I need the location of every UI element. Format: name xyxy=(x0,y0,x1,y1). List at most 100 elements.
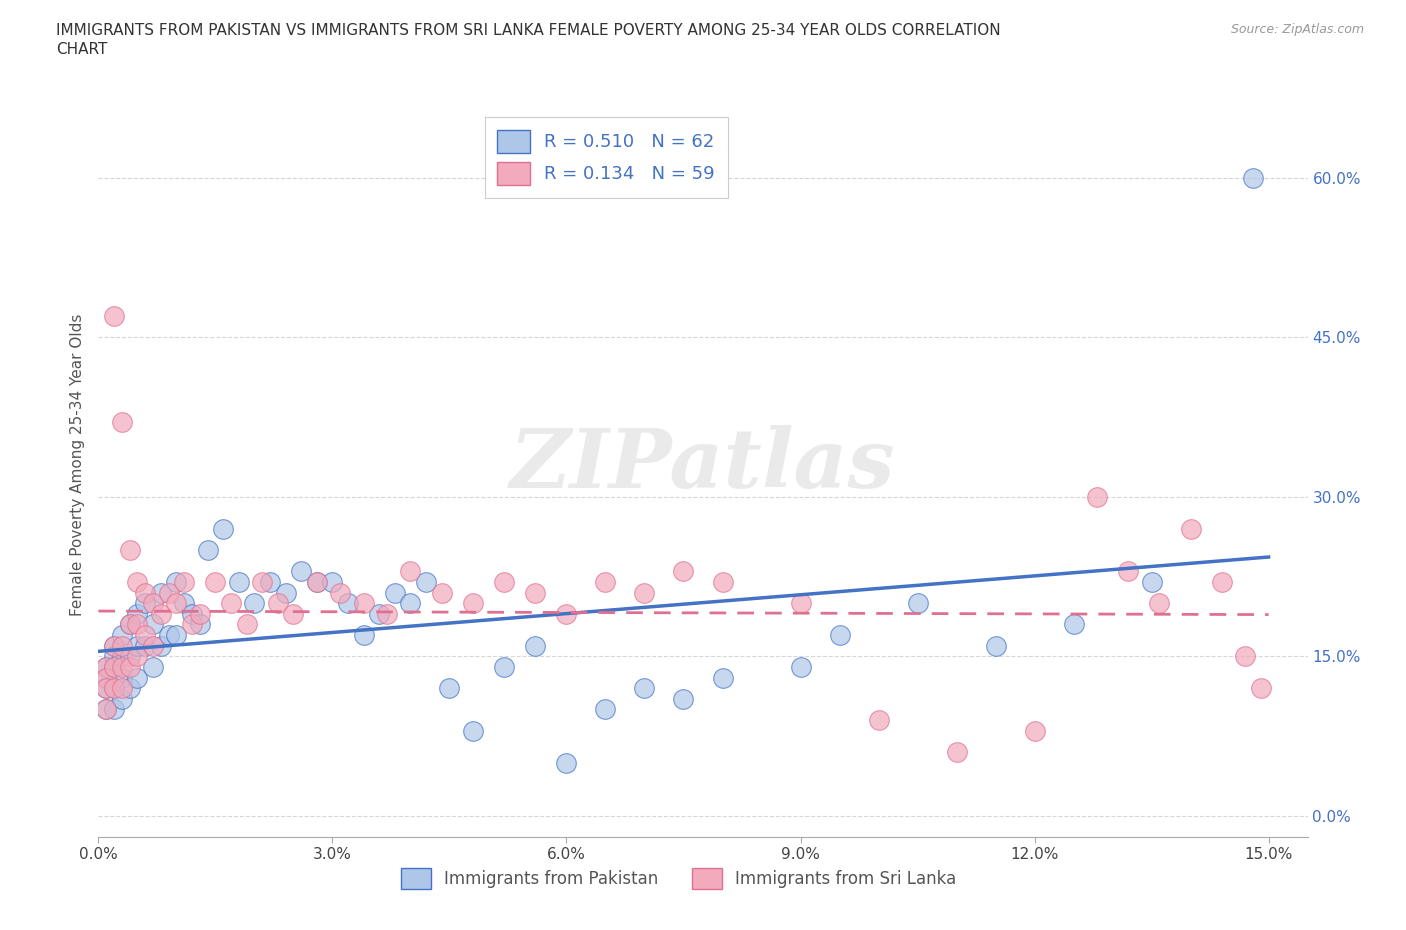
Point xyxy=(118,617,141,631)
Point xyxy=(633,585,655,600)
Point xyxy=(672,564,695,578)
Point xyxy=(399,596,422,611)
Point xyxy=(711,671,734,685)
Point xyxy=(188,606,211,621)
Point xyxy=(197,542,219,557)
Point xyxy=(103,681,125,696)
Point xyxy=(181,617,204,631)
Point xyxy=(305,575,328,590)
Point xyxy=(103,638,125,653)
Point xyxy=(868,712,890,727)
Point xyxy=(142,659,165,674)
Point xyxy=(384,585,406,600)
Point xyxy=(259,575,281,590)
Point xyxy=(165,628,187,643)
Point xyxy=(337,596,360,611)
Point xyxy=(321,575,343,590)
Point xyxy=(595,702,617,717)
Point xyxy=(1149,596,1171,611)
Point xyxy=(984,638,1007,653)
Point xyxy=(103,681,125,696)
Point xyxy=(111,649,134,664)
Point xyxy=(173,596,195,611)
Text: CHART: CHART xyxy=(56,42,108,57)
Point xyxy=(1241,170,1264,185)
Text: ZIPatlas: ZIPatlas xyxy=(510,425,896,505)
Point xyxy=(228,575,250,590)
Point xyxy=(142,638,165,653)
Point xyxy=(375,606,398,621)
Point xyxy=(111,638,134,653)
Point xyxy=(555,606,578,621)
Point xyxy=(149,638,172,653)
Point xyxy=(555,755,578,770)
Point xyxy=(1116,564,1139,578)
Legend: Immigrants from Pakistan, Immigrants from Sri Lanka: Immigrants from Pakistan, Immigrants fro… xyxy=(395,861,963,896)
Point xyxy=(118,659,141,674)
Point xyxy=(127,649,149,664)
Point xyxy=(305,575,328,590)
Point xyxy=(789,596,811,611)
Point xyxy=(290,564,312,578)
Point xyxy=(494,659,516,674)
Point xyxy=(103,659,125,674)
Point xyxy=(111,628,134,643)
Point xyxy=(149,585,172,600)
Point xyxy=(96,671,118,685)
Point xyxy=(633,681,655,696)
Point xyxy=(134,585,156,600)
Point xyxy=(1180,522,1202,537)
Point xyxy=(1234,649,1257,664)
Point xyxy=(111,415,134,430)
Point xyxy=(111,691,134,706)
Point xyxy=(235,617,257,631)
Point xyxy=(165,596,187,611)
Point xyxy=(828,628,851,643)
Point xyxy=(188,617,211,631)
Point xyxy=(165,575,187,590)
Point xyxy=(283,606,305,621)
Point xyxy=(219,596,242,611)
Point xyxy=(173,575,195,590)
Point xyxy=(672,691,695,706)
Point xyxy=(96,671,118,685)
Point xyxy=(118,542,141,557)
Point xyxy=(127,606,149,621)
Point xyxy=(461,724,484,738)
Point xyxy=(157,628,180,643)
Point xyxy=(96,681,118,696)
Point xyxy=(430,585,453,600)
Point xyxy=(111,681,134,696)
Point xyxy=(595,575,617,590)
Point xyxy=(439,681,461,696)
Point xyxy=(353,596,375,611)
Point xyxy=(1063,617,1085,631)
Point xyxy=(711,575,734,590)
Point xyxy=(127,617,149,631)
Point xyxy=(1140,575,1163,590)
Point xyxy=(96,702,118,717)
Point xyxy=(494,575,516,590)
Point xyxy=(1211,575,1233,590)
Point xyxy=(96,681,118,696)
Point xyxy=(524,638,547,653)
Point xyxy=(111,659,134,674)
Y-axis label: Female Poverty Among 25-34 Year Olds: Female Poverty Among 25-34 Year Olds xyxy=(69,313,84,617)
Point xyxy=(368,606,391,621)
Point xyxy=(1250,681,1272,696)
Point xyxy=(103,659,125,674)
Point xyxy=(353,628,375,643)
Point xyxy=(157,585,180,600)
Point xyxy=(111,671,134,685)
Point xyxy=(1024,724,1046,738)
Point xyxy=(945,745,967,760)
Point xyxy=(127,671,149,685)
Point xyxy=(274,585,297,600)
Point xyxy=(96,702,118,717)
Text: IMMIGRANTS FROM PAKISTAN VS IMMIGRANTS FROM SRI LANKA FEMALE POVERTY AMONG 25-34: IMMIGRANTS FROM PAKISTAN VS IMMIGRANTS F… xyxy=(56,23,1001,38)
Point xyxy=(415,575,437,590)
Point xyxy=(134,638,156,653)
Point xyxy=(96,659,118,674)
Point xyxy=(243,596,266,611)
Point xyxy=(907,596,929,611)
